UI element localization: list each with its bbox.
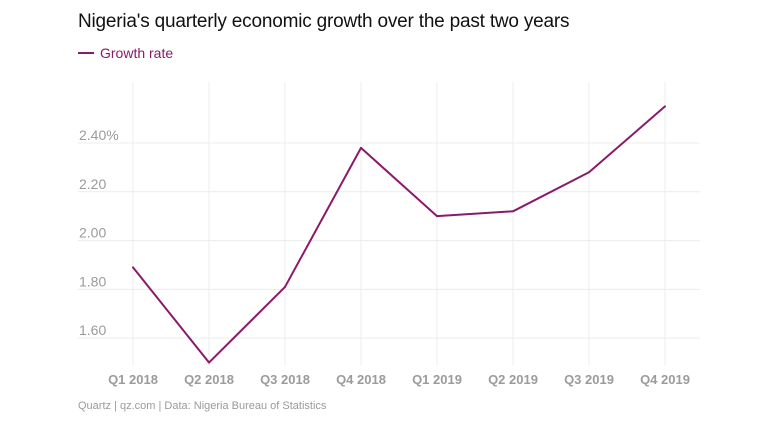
legend-label: Growth rate [100,45,174,61]
data-point [208,361,210,364]
x-tick-label: Q4 2018 [336,372,386,387]
gridlines-y [78,142,700,339]
legend-swatch [78,52,94,54]
data-point [588,171,590,174]
x-tick-label: Q3 2019 [564,372,614,387]
legend: Growth rate [78,45,173,61]
series-growth-rate [132,105,666,364]
x-tick-label: Q4 2019 [640,372,690,387]
y-tick-label: 2.00 [79,225,106,241]
y-tick-label: 2.20 [79,176,106,192]
y-tick-label: 1.60 [79,322,106,338]
data-point [360,146,362,149]
y-axis-ticks: 1.60 1.80 2.00 2.20 2.40% [79,127,119,338]
y-tick-label: 1.80 [79,273,106,289]
data-point [284,285,286,288]
x-tick-label: Q2 2018 [184,372,234,387]
data-point [512,210,514,213]
x-tick-label: Q1 2019 [412,372,462,387]
data-point [664,105,666,108]
data-point [132,266,134,269]
gridlines-x [132,82,666,365]
y-tick-label: 2.40% [79,127,119,143]
x-tick-label: Q2 2019 [488,372,538,387]
chart-title: Nigeria's quarterly economic growth over… [78,11,570,32]
x-axis-ticks: Q1 2018 Q2 2018 Q3 2018 Q4 2018 Q1 2019 Q2 20… [108,372,690,387]
data-point [436,215,438,218]
x-tick-label: Q3 2018 [260,372,310,387]
source-note: Quartz | qz.com | Data: Nigeria Bureau o… [78,400,327,412]
x-tick-label: Q1 2018 [108,372,158,387]
series-line [132,105,666,364]
